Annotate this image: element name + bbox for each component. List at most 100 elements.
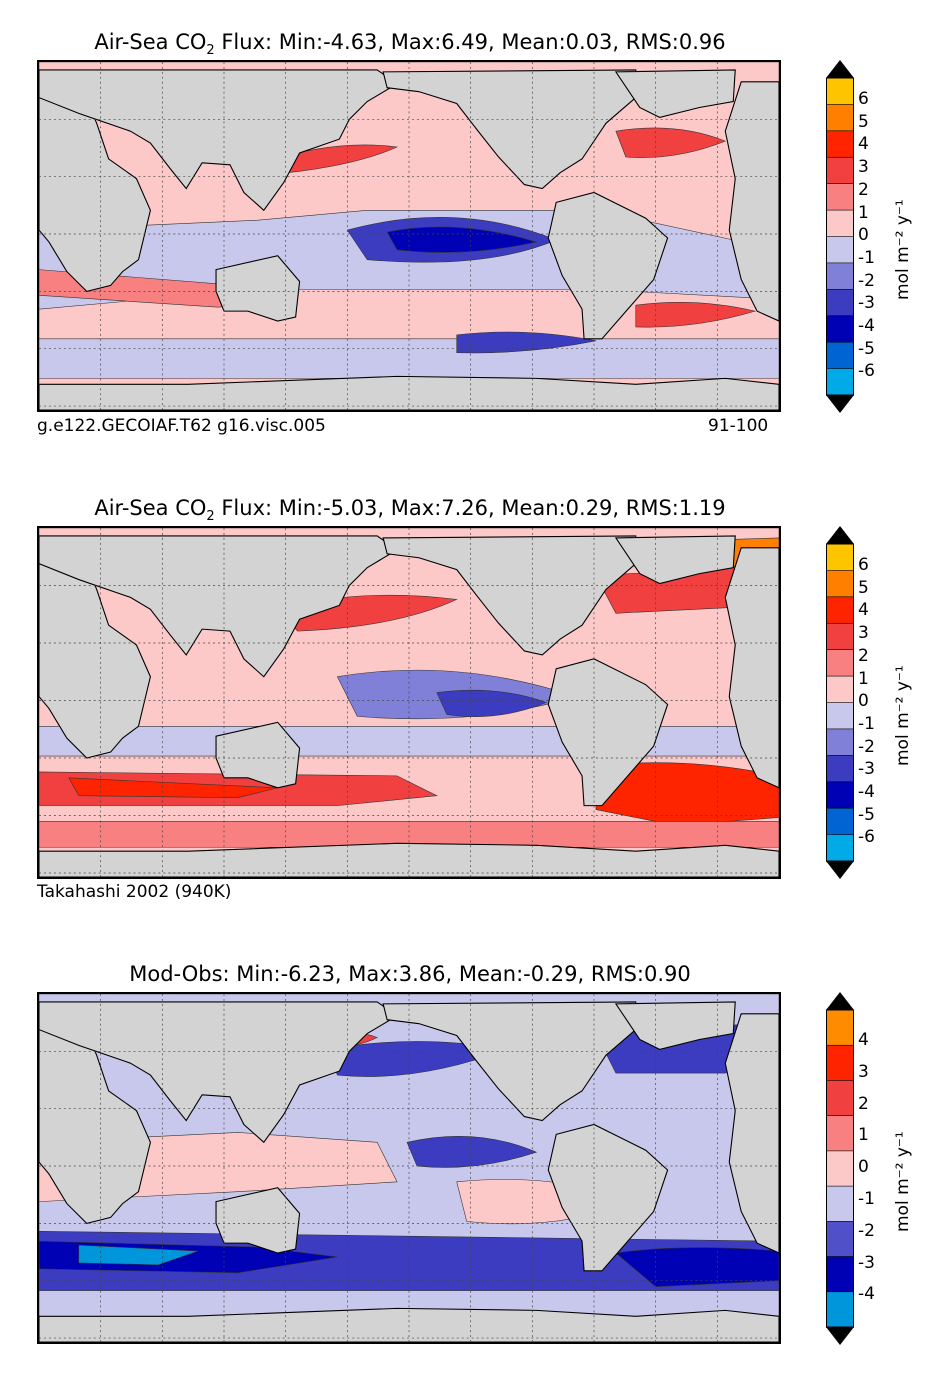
land-mass xyxy=(215,1187,301,1254)
land-mass xyxy=(39,547,151,759)
map-canvas xyxy=(39,528,779,877)
colorbar-tick-label: 3 xyxy=(858,1061,869,1082)
colorbar-band xyxy=(826,807,854,836)
colorbar-band xyxy=(826,104,854,132)
colorbar-tick-label: 0 xyxy=(858,1157,869,1178)
colorbar-band xyxy=(826,543,854,572)
colorbar-band xyxy=(826,1115,854,1152)
flux-contour-region xyxy=(78,1244,199,1266)
colorbar-tick-label: 3 xyxy=(858,623,869,644)
land-mass xyxy=(724,547,779,789)
flux-map xyxy=(37,526,781,879)
colorbar-band xyxy=(826,834,854,862)
colorbar-tick-label: 1 xyxy=(858,1125,869,1146)
colorbar-band xyxy=(826,262,854,291)
colorbar-band xyxy=(826,1044,854,1082)
colorbar-ticks: 4 3 2 1 0 -1 -2 -3 -4 xyxy=(858,0,898,1374)
colorbar-tick-label: -3 xyxy=(858,293,875,314)
land-mass xyxy=(39,1013,151,1224)
flux-contour-region xyxy=(615,1247,779,1287)
land-mass xyxy=(39,1001,399,1144)
colorbar-band xyxy=(826,675,854,704)
colorbar xyxy=(826,992,854,1345)
colorbar-band xyxy=(826,702,854,730)
colorbar-tick-label: 2 xyxy=(858,645,869,666)
colorbar-ticks: 6 5 4 3 2 1 0 -1 -2 -3 -4 -5 -6 xyxy=(858,0,898,900)
colorbar-min-arrow xyxy=(826,861,854,879)
colorbar-tick-label: 5 xyxy=(858,577,869,598)
land-mass xyxy=(215,721,301,789)
colorbar-tick-label: -2 xyxy=(858,736,875,757)
flux-map xyxy=(37,60,781,412)
flux-contour-region xyxy=(615,127,727,158)
colorbar-scale xyxy=(826,526,854,879)
flux-contour-region xyxy=(436,689,548,717)
land-mass xyxy=(39,81,151,292)
colorbar-band xyxy=(826,315,854,343)
years-label: 91-100 xyxy=(708,416,769,436)
colorbar-min-arrow xyxy=(826,395,854,413)
colorbar-band xyxy=(826,649,854,677)
colorbar-tick-label: -6 xyxy=(858,827,875,848)
colorbar xyxy=(826,60,854,413)
land-mass xyxy=(547,1123,669,1272)
land-mass xyxy=(724,81,779,322)
colorbar-max-arrow xyxy=(826,60,854,78)
colorbar-band xyxy=(826,183,854,211)
colorbar-scale xyxy=(826,60,854,413)
colorbar-tick-label: -5 xyxy=(858,338,875,359)
colorbar-band xyxy=(826,236,854,264)
colorbar-tick-label: -2 xyxy=(858,270,875,291)
colorbar-band xyxy=(826,341,854,370)
land-mass xyxy=(215,255,301,322)
colorbar-max-arrow xyxy=(826,526,854,544)
colorbar-tick-label: -5 xyxy=(858,804,875,825)
colorbar-tick-label: 4 xyxy=(858,1030,869,1050)
colorbar-band xyxy=(826,596,854,625)
colorbar-ticks: 6 5 4 3 2 1 0 -1 -2 -3 -4 -5 -6 xyxy=(858,0,898,420)
flux-contour-region xyxy=(386,226,538,253)
colorbar-tick-label: -3 xyxy=(858,759,875,780)
colorbar-band xyxy=(826,368,854,396)
colorbar-tick-label: 2 xyxy=(858,1093,869,1114)
land-mass xyxy=(39,535,399,678)
colorbar-tick-label: 4 xyxy=(858,134,869,155)
colorbar-tick-label: -6 xyxy=(858,361,875,382)
land-mass xyxy=(547,658,669,807)
colorbar-band xyxy=(826,130,854,159)
colorbar-tick-label: -4 xyxy=(858,782,875,802)
dataset-label: Takahashi 2002 (940K) xyxy=(37,882,232,902)
land-mass xyxy=(614,535,736,585)
colorbar-tick-label: 1 xyxy=(858,668,869,689)
panel-title: Air-Sea CO2 Flux: Min:-5.03, Max:7.26, M… xyxy=(94,496,726,525)
colorbar-band xyxy=(826,728,854,757)
colorbar-tick-label: 6 xyxy=(858,89,869,109)
colorbar-tick-label: -4 xyxy=(858,316,875,336)
colorbar-tick-label: 6 xyxy=(858,555,869,575)
colorbar-band xyxy=(826,781,854,809)
flux-contour-region xyxy=(68,777,278,798)
colorbar-tick-label: 5 xyxy=(858,111,869,132)
colorbar-tick-label: -1 xyxy=(858,247,875,268)
colorbar-tick-label: -4 xyxy=(858,1284,875,1305)
colorbar-tick-label: 0 xyxy=(858,225,869,246)
colorbar-frame xyxy=(826,1009,854,1328)
land-mass xyxy=(39,69,399,212)
colorbar-tick-label: -3 xyxy=(858,1252,875,1273)
colorbar-tick-label: 3 xyxy=(858,157,869,178)
land-mass xyxy=(382,535,637,656)
colorbar-band xyxy=(826,1221,854,1258)
colorbar-units: mol m⁻² y⁻¹ xyxy=(893,1131,913,1232)
colorbar-tick-label: 2 xyxy=(858,179,869,200)
panel-title: Mod-Obs: Min:-6.23, Max:3.86, Mean:-0.29… xyxy=(129,962,691,986)
panel-title: Air-Sea CO2 Flux: Min:-4.63, Max:6.49, M… xyxy=(94,30,726,59)
colorbar-scale xyxy=(826,992,854,1345)
colorbar-band xyxy=(826,570,854,598)
colorbar-band xyxy=(826,289,854,317)
land-mass xyxy=(382,69,637,190)
colorbar-tick-label: -2 xyxy=(858,1220,875,1241)
colorbar-band xyxy=(826,1080,854,1117)
colorbar xyxy=(826,526,854,879)
land-mass xyxy=(614,69,736,118)
colorbar-band xyxy=(826,156,854,185)
